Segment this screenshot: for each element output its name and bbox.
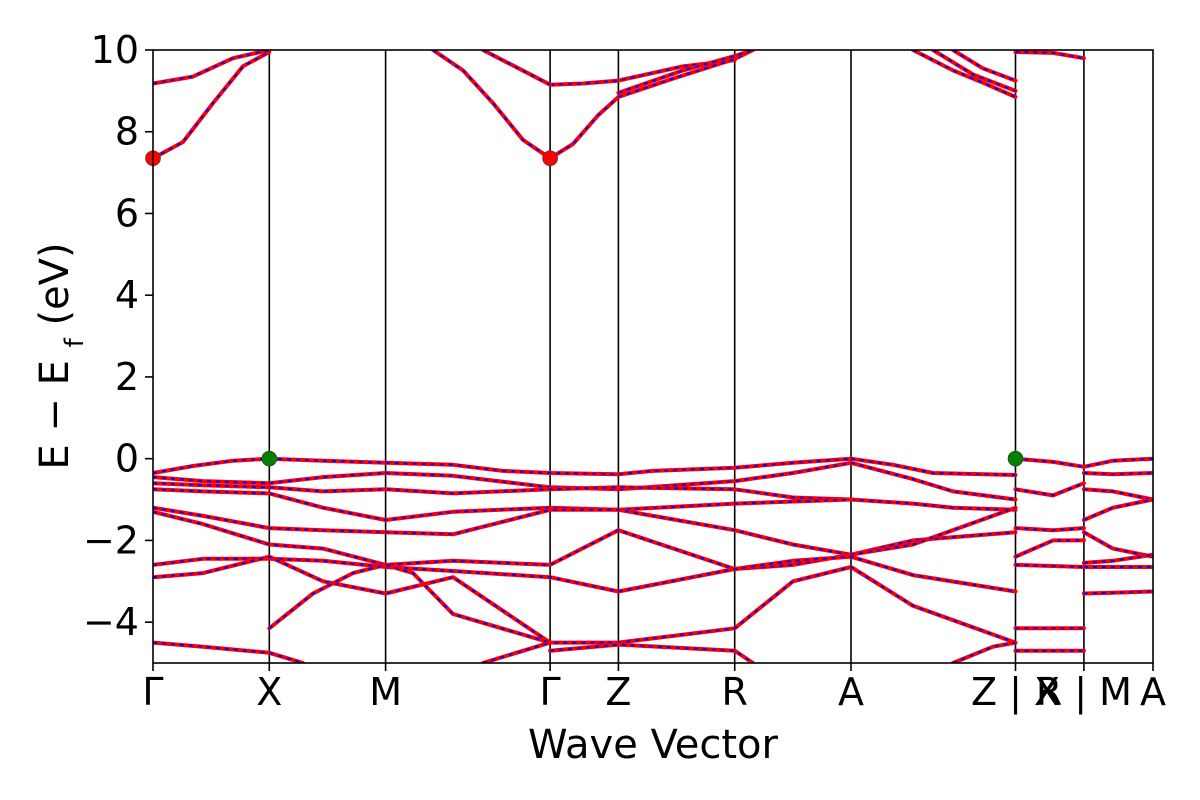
band-down-21 bbox=[153, 506, 1016, 556]
band-down-36 bbox=[1083, 472, 1153, 476]
band-down-5 bbox=[618, 50, 754, 98]
band-up-17 bbox=[849, 460, 1018, 502]
x-tick-label-8: R | M bbox=[1036, 670, 1132, 715]
band-down-12 bbox=[385, 457, 852, 476]
x-tick-label-3: Γ bbox=[540, 670, 561, 714]
band-lines bbox=[153, 50, 1153, 663]
y-tick-label-5: 6 bbox=[115, 191, 139, 235]
band-down-1 bbox=[153, 50, 270, 85]
band-down-2 bbox=[432, 50, 620, 160]
band-up-20 bbox=[153, 487, 853, 522]
y-tick-label-4: 4 bbox=[115, 273, 139, 317]
high-symmetry-lines bbox=[268, 50, 1085, 663]
x-tick-label-1: X bbox=[256, 670, 282, 714]
band-down-15 bbox=[153, 472, 386, 485]
band-down-22 bbox=[153, 506, 1016, 570]
band-up-1 bbox=[153, 50, 272, 86]
band-up-6 bbox=[616, 50, 755, 95]
extrema-markers bbox=[145, 150, 1024, 467]
band-down-27 bbox=[550, 643, 754, 663]
y-tick-label-0: −4 bbox=[83, 600, 139, 644]
x-tick-label-7: Z | X bbox=[971, 670, 1060, 715]
band-down-20 bbox=[153, 488, 852, 521]
x-tick-label-5: R bbox=[721, 670, 747, 714]
y-tick-label-2: 0 bbox=[115, 437, 139, 481]
cbm-marker-1 bbox=[542, 150, 558, 167]
x-tick-label-2: M bbox=[369, 670, 402, 714]
band-down-18 bbox=[153, 482, 852, 501]
band-up-7 bbox=[911, 50, 1018, 99]
band-up-2 bbox=[431, 50, 621, 161]
band-up-24 bbox=[153, 554, 1018, 645]
band-up-25 bbox=[153, 640, 305, 663]
band-up-19 bbox=[849, 497, 1018, 512]
band-down-39 bbox=[1083, 531, 1153, 558]
band-down-10 bbox=[1015, 51, 1085, 60]
x-axis-label: Wave Vector bbox=[528, 722, 779, 768]
band-down-40 bbox=[1083, 553, 1153, 564]
band-down-35 bbox=[1015, 482, 1085, 497]
x-tick-label-6: A bbox=[838, 670, 864, 714]
y-axis-label-unit: (eV) bbox=[32, 242, 78, 338]
band-down-34 bbox=[1015, 527, 1084, 532]
band-up-29 bbox=[951, 640, 1018, 663]
y-axis-label: E − E f (eV) bbox=[32, 242, 90, 469]
band-down-24 bbox=[153, 555, 1016, 644]
band-up-8 bbox=[931, 50, 1018, 93]
band-down-19 bbox=[850, 498, 1016, 511]
y-tick-label-6: 8 bbox=[115, 110, 139, 154]
band-down-37 bbox=[1083, 488, 1153, 501]
band-down-4 bbox=[482, 50, 551, 86]
band-down-38 bbox=[1083, 498, 1153, 521]
x-tick-label-0: Γ bbox=[142, 670, 163, 714]
band-up-33 bbox=[1013, 538, 1086, 559]
band-down-11 bbox=[153, 457, 386, 474]
y-axis-ticks: −4 −2 0 2 4 6 8 10 bbox=[83, 28, 153, 644]
band-down-3 bbox=[550, 59, 735, 86]
band-up-39 bbox=[1081, 530, 1153, 559]
band-down-23 bbox=[153, 555, 1016, 593]
y-tick-label-1: −2 bbox=[83, 518, 139, 562]
band-down-32 bbox=[1015, 563, 1084, 568]
y-axis-label-text: E − E bbox=[32, 360, 78, 470]
band-up-14 bbox=[1013, 456, 1153, 469]
band-down-28 bbox=[482, 641, 551, 663]
band-down-17 bbox=[850, 461, 1016, 501]
vbm-marker-1 bbox=[1007, 450, 1024, 467]
vbm-marker-0 bbox=[261, 450, 278, 467]
band-down-26 bbox=[268, 563, 551, 644]
x-tick-label-9: A bbox=[1140, 670, 1166, 714]
plot-frame bbox=[152, 49, 1154, 664]
band-up-35 bbox=[1013, 481, 1086, 498]
band-down-25 bbox=[153, 641, 304, 663]
band-down-8 bbox=[932, 50, 1016, 92]
band-down-13 bbox=[850, 457, 1016, 476]
y-axis-label-subscript: f bbox=[60, 337, 90, 347]
y-tick-label-3: 2 bbox=[115, 355, 139, 399]
x-tick-label-4: Z bbox=[605, 670, 631, 714]
band-down-9 bbox=[952, 50, 1016, 82]
y-tick-label-7: 10 bbox=[91, 28, 139, 72]
band-up-38 bbox=[1081, 497, 1153, 522]
band-down-0 bbox=[153, 51, 270, 160]
band-down-42 bbox=[1083, 590, 1153, 595]
